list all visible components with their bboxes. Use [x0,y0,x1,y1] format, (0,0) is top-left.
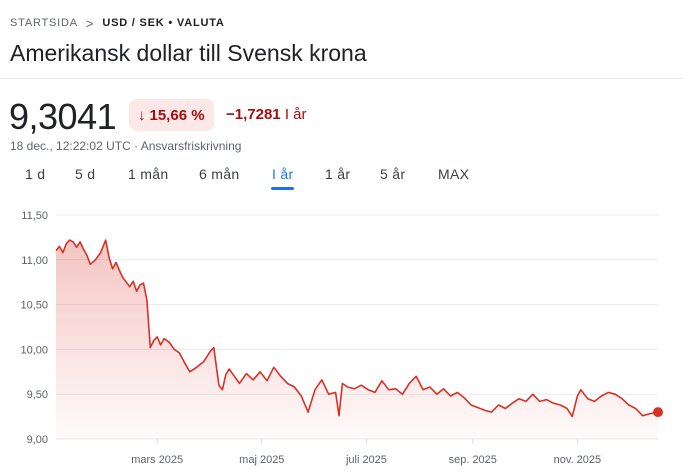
price-area-fill [56,240,658,439]
breadcrumb: STARTSIDA > USD / SEK • VALUTA [10,15,225,31]
x-tick-label: juli 2025 [345,454,387,466]
percent-change-badge: ↓ 15,66 % [129,99,214,131]
chevron-right-icon: > [85,15,95,31]
y-tick-label: 9,00 [27,434,48,446]
tab-1man[interactable]: 1 mån [128,166,169,182]
y-tick-label: 11,00 [21,255,48,267]
tab-6man[interactable]: 6 mån [199,166,240,182]
breadcrumb-current: USD / SEK • VALUTA [102,17,225,29]
absolute-change: −1,7281 I år [226,106,307,123]
current-price-dot [653,407,663,418]
quote-timestamp[interactable]: 18 dec., 12:22:02 UTC · Ansvarsfriskrivn… [10,139,242,153]
y-tick-label: 10,50 [20,300,48,312]
tab-5d[interactable]: 5 d [75,166,96,182]
tab-1ar[interactable]: 1 år [325,166,351,182]
tab-1d[interactable]: 1 d [25,166,46,182]
x-tick-label: maj 2025 [239,454,284,466]
tab-ytd[interactable]: I år [270,166,295,190]
header-divider [0,78,683,79]
tab-max[interactable]: MAX [438,166,470,182]
breadcrumb-home-link[interactable]: STARTSIDA [10,17,78,29]
x-tick-label: sep. 2025 [449,454,497,466]
y-tick-label: 9,50 [27,389,48,401]
change-period: I år [284,106,307,123]
y-tick-label: 11,50 [21,210,48,222]
y-tick-label: 10,00 [20,344,48,356]
arrow-down-icon: ↓ [138,106,146,124]
absolute-change-value: −1,7281 [226,106,281,123]
x-tick-label: mars 2025 [131,454,183,466]
current-price: 9,3041 [9,96,117,137]
price-chart[interactable]: 11,50 11,00 10,50 10,00 9,50 9,00 mars 2025 maj… [0,200,696,474]
page-title: Amerikansk dollar till Svensk krona [10,40,367,66]
x-tick-label: nov. 2025 [554,454,602,466]
percent-change-value: 15,66 % [149,106,205,124]
price-line [55,239,659,418]
tab-5ar[interactable]: 5 år [380,166,406,182]
